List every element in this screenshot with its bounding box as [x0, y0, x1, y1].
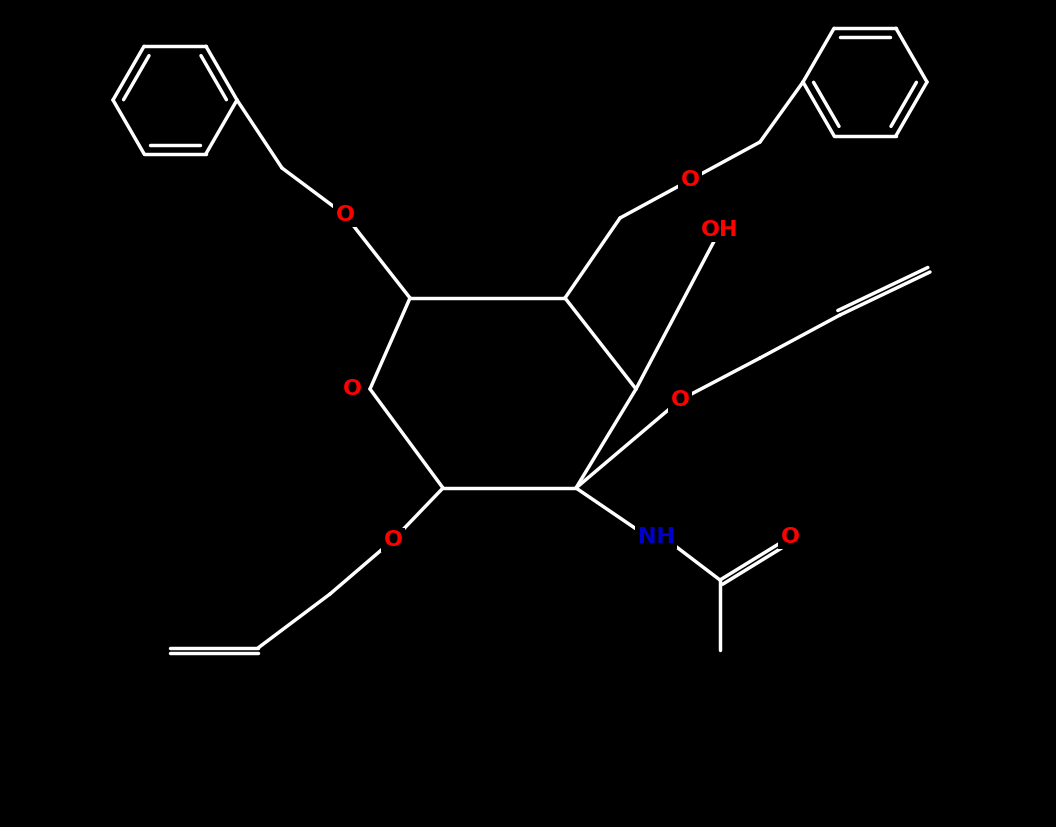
- Text: O: O: [342, 379, 361, 399]
- Text: O: O: [336, 205, 355, 225]
- Text: OH: OH: [701, 220, 739, 240]
- Text: NH: NH: [638, 527, 675, 547]
- Text: O: O: [780, 527, 799, 547]
- Text: O: O: [680, 170, 699, 190]
- Text: O: O: [383, 530, 402, 550]
- Text: O: O: [671, 390, 690, 410]
